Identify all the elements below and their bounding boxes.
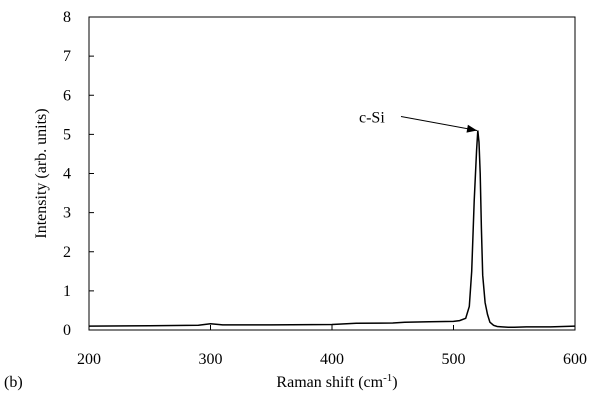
y-tick-label: 0 [63,322,71,339]
panel-label: (b) [4,374,23,391]
y-tick-label: 2 [63,244,71,261]
x-axis-ticks: 200 300 400 500 600 [77,325,587,368]
x-tick-label: 600 [563,351,587,368]
x-axis-title-main: Raman shift (cm [276,374,383,391]
y-tick-label: 4 [63,166,71,183]
x-axis-title-superscript: -1 [383,372,392,384]
peak-annotation-arrow [400,115,478,131]
y-tick-label: 5 [63,126,71,143]
x-tick-label: 400 [320,351,344,368]
x-tick-label: 300 [199,351,223,368]
x-axis-title-close: ) [392,374,397,391]
plot-area-frame [88,16,576,331]
y-tick-label: 3 [63,205,71,222]
spectrum-line [88,130,576,329]
y-tick-label: 7 [63,48,71,65]
peak-annotation: c-Si [359,109,478,133]
x-tick-label: 200 [77,351,101,368]
peak-annotation-label: c-Si [359,109,385,126]
peak-annotation-arrowhead [466,124,477,133]
y-tick-label: 1 [63,283,71,300]
y-axis-title: Intensity (arb. units) [33,108,50,238]
y-tick-label: 8 [63,9,71,26]
x-tick-label: 500 [442,351,466,368]
y-tick-label: 6 [63,87,71,104]
x-axis-title: Raman shift (cm-1) [276,372,397,391]
